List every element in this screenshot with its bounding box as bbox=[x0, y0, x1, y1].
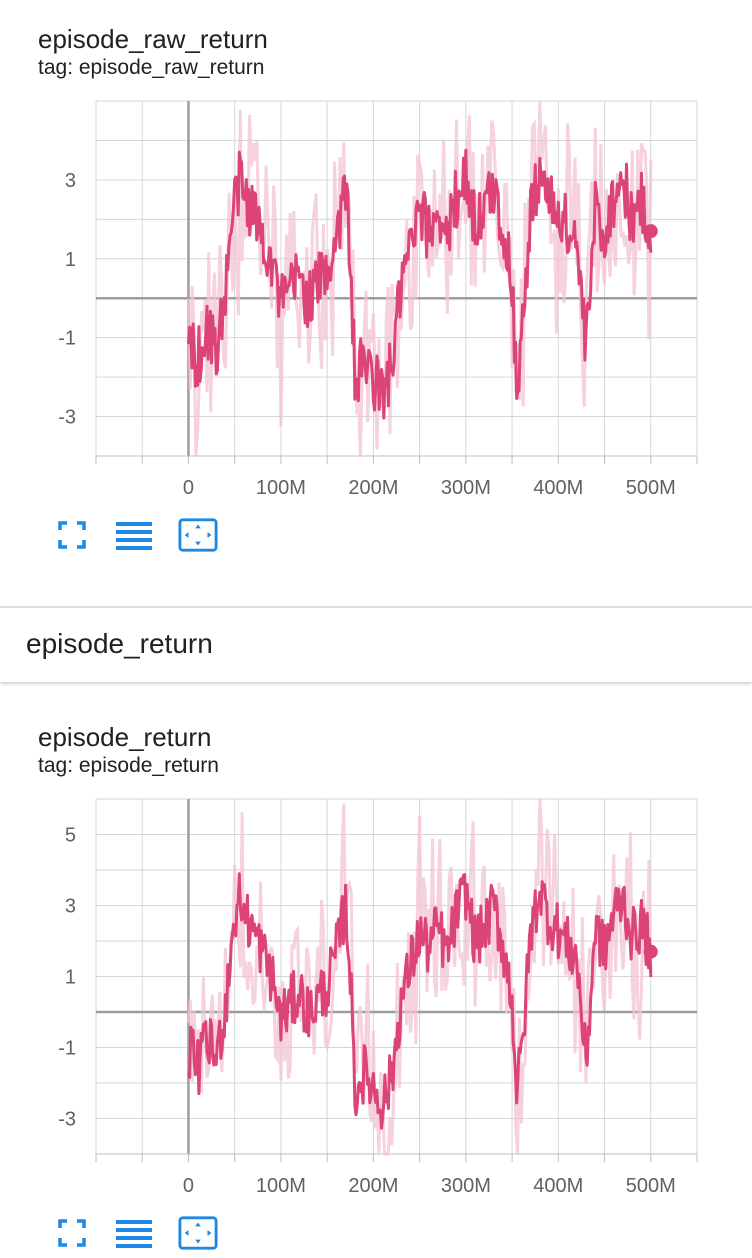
x-tick-label: 300M bbox=[441, 477, 491, 499]
y-tick-label: -3 bbox=[58, 407, 76, 429]
x-tick-label: 400M bbox=[533, 477, 583, 499]
x-tick-label: 400M bbox=[533, 1175, 583, 1197]
group-title: episode_return bbox=[26, 628, 213, 659]
x-tick-label: 0 bbox=[183, 477, 194, 499]
y-tick-label: -1 bbox=[58, 328, 76, 350]
series-end-marker bbox=[643, 224, 658, 239]
y-tick-label: 3 bbox=[65, 170, 76, 192]
x-tick-label: 200M bbox=[348, 1175, 398, 1197]
grid bbox=[95, 100, 698, 457]
chart-title: episode_raw_return bbox=[38, 24, 268, 54]
x-tick-label: 0 bbox=[183, 1175, 194, 1197]
list-lines-icon[interactable] bbox=[114, 1213, 154, 1253]
fit-domain-icon[interactable] bbox=[178, 515, 218, 555]
y-tick-label: -3 bbox=[58, 1109, 76, 1131]
fullscreen-icon[interactable] bbox=[52, 1213, 92, 1253]
y-tick-label: 1 bbox=[65, 249, 76, 271]
chart-title: episode_return bbox=[38, 722, 212, 752]
chart-tag: tag: episode_raw_return bbox=[38, 56, 265, 79]
chart-card-episode-return: episode_return tag: episode_return 0 100M… bbox=[0, 698, 752, 1258]
chart-plot[interactable]: 0 100M 200M 300M 400M 500M 3 1 -1 -3 bbox=[0, 0, 752, 510]
x-tick-label: 100M bbox=[256, 1175, 306, 1197]
y-tick-label: 5 bbox=[65, 825, 76, 847]
chart-tag: tag: episode_return bbox=[38, 754, 219, 777]
x-tick-label: 300M bbox=[441, 1175, 491, 1197]
x-tick-label: 500M bbox=[626, 1175, 676, 1197]
y-tick-label: -1 bbox=[58, 1038, 76, 1060]
chart-toolbar bbox=[52, 1213, 232, 1253]
series-end-marker bbox=[643, 944, 658, 959]
y-tick-label: 3 bbox=[65, 896, 76, 918]
chart-card-episode-raw-return: episode_raw_return tag: episode_raw_retu… bbox=[0, 0, 752, 600]
series-raw-line bbox=[187, 798, 653, 1156]
y-tick-label: 1 bbox=[65, 967, 76, 989]
x-tick-label: 500M bbox=[626, 477, 676, 499]
fullscreen-icon[interactable] bbox=[52, 515, 92, 555]
series-line bbox=[187, 148, 653, 420]
group-header[interactable]: episode_return bbox=[0, 606, 752, 682]
chart-plot[interactable]: 0 100M 200M 300M 400M 500M 5 3 1 -1 -3 bbox=[0, 698, 752, 1208]
fit-domain-icon[interactable] bbox=[178, 1213, 218, 1253]
series-raw-line bbox=[187, 100, 653, 457]
series-line bbox=[187, 872, 653, 1130]
x-tick-label: 100M bbox=[256, 477, 306, 499]
x-tick-label: 200M bbox=[348, 477, 398, 499]
list-lines-icon[interactable] bbox=[114, 515, 154, 555]
chart-toolbar bbox=[52, 515, 232, 555]
